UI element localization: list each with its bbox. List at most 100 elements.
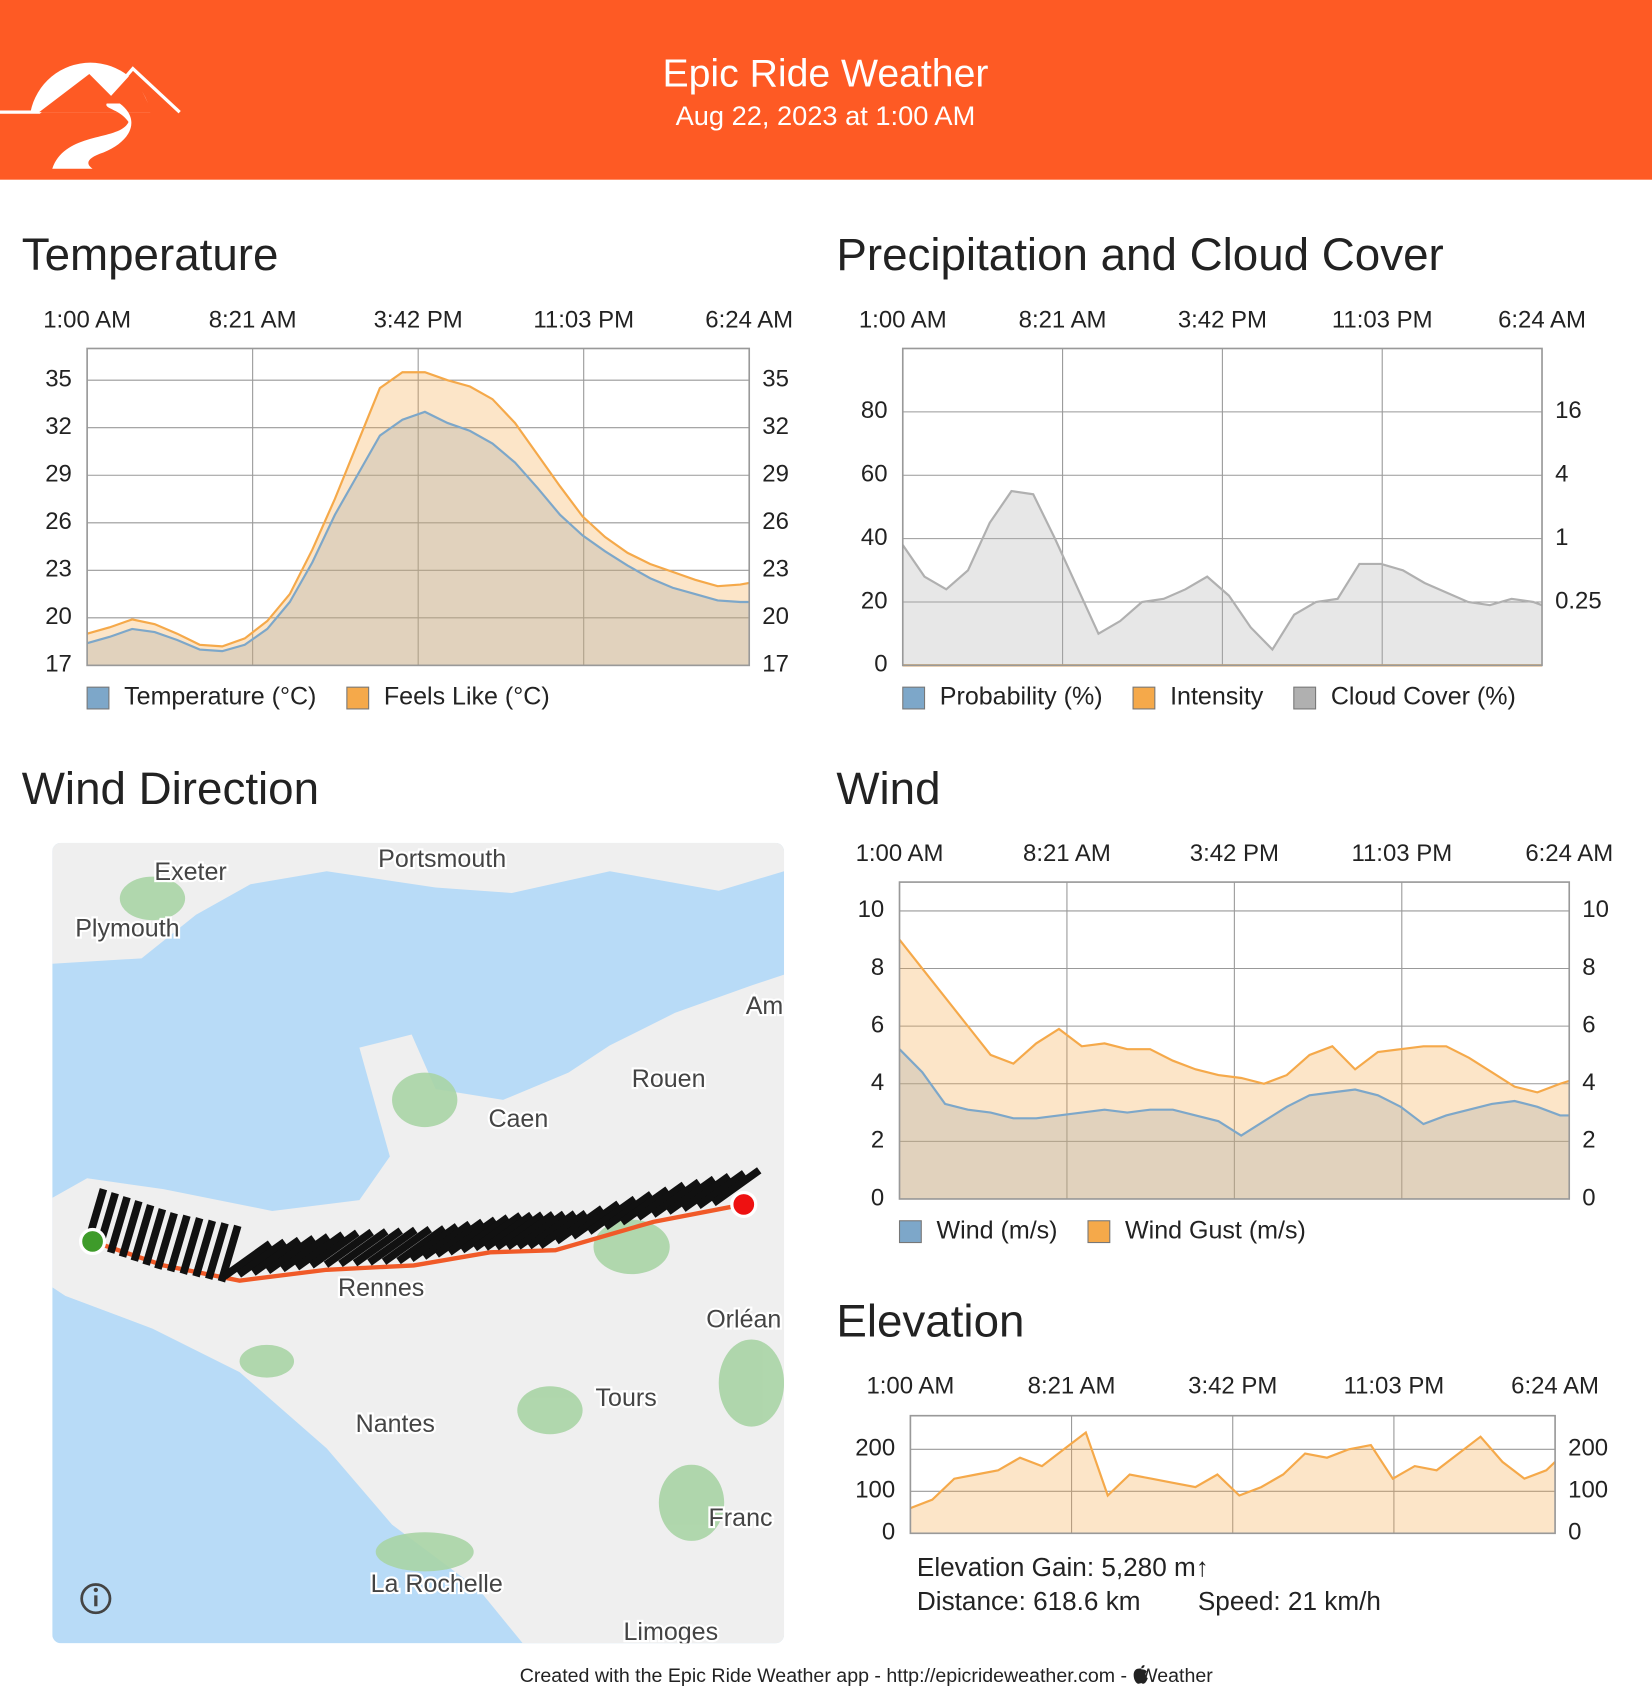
wind-arrow xyxy=(711,1167,762,1207)
wind-arrow xyxy=(323,1228,374,1268)
legend-label: Wind Gust (m/s) xyxy=(1125,1216,1306,1244)
y-tick-label: 20 xyxy=(861,587,888,614)
area-fill xyxy=(87,372,750,666)
info-icon[interactable] xyxy=(80,1583,112,1615)
y-tick-label: 0 xyxy=(882,1519,895,1546)
wind-arrow xyxy=(459,1214,511,1254)
wind-arrow xyxy=(236,1238,287,1278)
series-line xyxy=(898,939,1570,1094)
area-fill xyxy=(899,939,1570,1199)
x-tick-label: 3:42 PM xyxy=(374,307,463,334)
x-tick-label: 8:21 AM xyxy=(1019,307,1107,334)
x-tick-label: 6:24 AM xyxy=(1525,840,1613,867)
legend-swatch xyxy=(1132,686,1156,710)
y-tick-label: 2 xyxy=(871,1127,884,1154)
y2-tick-label: 23 xyxy=(762,556,789,583)
map-label: Caen xyxy=(488,1105,548,1133)
wind-arrow xyxy=(570,1200,621,1240)
legend-swatch xyxy=(898,1220,922,1244)
x-tick-label: 8:21 AM xyxy=(209,307,297,334)
wind-arrow xyxy=(118,1200,143,1258)
x-tick-label: 1:00 AM xyxy=(866,1373,954,1400)
x-tick-label: 3:42 PM xyxy=(1188,1373,1277,1400)
plot-border xyxy=(898,881,1571,1200)
plot-border xyxy=(909,1414,1556,1535)
legend-swatch xyxy=(902,686,926,710)
y2-tick-label: 0.25 xyxy=(1555,587,1602,614)
info-icon-stem xyxy=(94,1595,98,1607)
wind-arrow xyxy=(586,1195,638,1235)
series-line xyxy=(898,1048,1570,1137)
info-icon-dot xyxy=(93,1587,99,1593)
map-labels: Exeter Portsmouth Plymouth Am Rouen Caen Renne… xyxy=(73,843,784,1643)
legend-label: Intensity xyxy=(1170,683,1264,711)
chart: Elevation 1:00 AM 8:21 AM 3:42 PM 11:03 PM 6:… xyxy=(836,1295,1608,1545)
y2-tick-label: 1 xyxy=(1555,524,1568,551)
wind-arrow xyxy=(516,1210,567,1250)
area-fill xyxy=(87,411,750,666)
legend-label: Cloud Cover (%) xyxy=(1331,683,1516,711)
wind-arrow xyxy=(280,1233,331,1273)
x-tick-label: 11:03 PM xyxy=(1351,840,1452,867)
y-tick-label: 200 xyxy=(855,1435,895,1462)
x-tick-label: 6:24 AM xyxy=(1511,1373,1599,1400)
wind-arrow xyxy=(472,1212,523,1252)
map-title: Wind Direction xyxy=(22,763,319,814)
y-tick-label: 10 xyxy=(858,896,885,923)
wind-arrow xyxy=(681,1173,732,1212)
y-tick-label: 6 xyxy=(871,1011,884,1038)
chart: Wind 1:00 AM 8:21 AM 3:42 PM 11:03 PM 6:24 AM… xyxy=(836,763,1613,1244)
y2-tick-label: 8 xyxy=(1582,954,1595,981)
plot-border xyxy=(86,347,751,667)
wind-arrow xyxy=(494,1211,545,1251)
wind-arrow xyxy=(505,1211,556,1250)
wind-arrow xyxy=(409,1223,460,1262)
wind-arrow xyxy=(222,1240,273,1280)
y-tick-label: 60 xyxy=(861,461,888,488)
map-label: Am xyxy=(746,992,784,1020)
y-tick-label: 23 xyxy=(45,556,72,583)
y-tick-label: 20 xyxy=(45,603,72,630)
y2-tick-label: 2 xyxy=(1582,1127,1595,1154)
series-line xyxy=(86,371,750,648)
footer-weather: Weather xyxy=(1139,1665,1213,1687)
y2-tick-label: 35 xyxy=(762,365,789,392)
start-marker xyxy=(78,1227,107,1256)
speed: Speed: 21 km/h xyxy=(1198,1586,1381,1616)
legend-label: Feels Like (°C) xyxy=(384,683,550,711)
y-tick-label: 26 xyxy=(45,508,72,535)
chart-title: Precipitation and Cloud Cover xyxy=(836,229,1443,280)
wind-arrow xyxy=(696,1170,747,1209)
y-tick-label: 17 xyxy=(45,651,72,678)
y2-tick-label: 6 xyxy=(1582,1011,1595,1038)
legend-swatch xyxy=(86,686,110,710)
legend-label: Probability (%) xyxy=(940,683,1103,711)
wind-arrow xyxy=(142,1208,167,1266)
wind-arrow xyxy=(205,1222,229,1280)
map-label: Tours xyxy=(596,1384,657,1412)
wind-arrow xyxy=(554,1205,605,1245)
wind-arrow xyxy=(309,1229,360,1269)
y-tick-label: 4 xyxy=(871,1069,884,1096)
wind-arrow xyxy=(294,1231,345,1271)
x-tick-label: 11:03 PM xyxy=(1332,307,1433,334)
wind-arrow xyxy=(434,1218,485,1258)
legend-label: Temperature (°C) xyxy=(124,683,316,711)
map-label: Rennes xyxy=(338,1274,424,1302)
map-label: Exeter xyxy=(154,858,226,886)
y2-tick-label: 32 xyxy=(762,413,789,440)
y2-tick-label: 20 xyxy=(762,603,789,630)
series-line xyxy=(910,1430,1556,1510)
wind-arrow xyxy=(650,1178,702,1218)
wind-arrow xyxy=(107,1196,131,1254)
legend-swatch xyxy=(1293,686,1317,710)
area-fill xyxy=(902,491,1543,666)
x-tick-label: 6:24 AM xyxy=(1498,307,1586,334)
y2-tick-label: 100 xyxy=(1568,1477,1608,1504)
x-tick-label: 11:03 PM xyxy=(1344,1373,1445,1400)
wind-arrow xyxy=(421,1220,472,1260)
plot-border xyxy=(901,347,1543,667)
x-tick-label: 3:42 PM xyxy=(1190,840,1279,867)
app-title: Epic Ride Weather xyxy=(662,53,988,96)
elevation-gain: Elevation Gain: 5,280 m↑ xyxy=(917,1552,1209,1582)
